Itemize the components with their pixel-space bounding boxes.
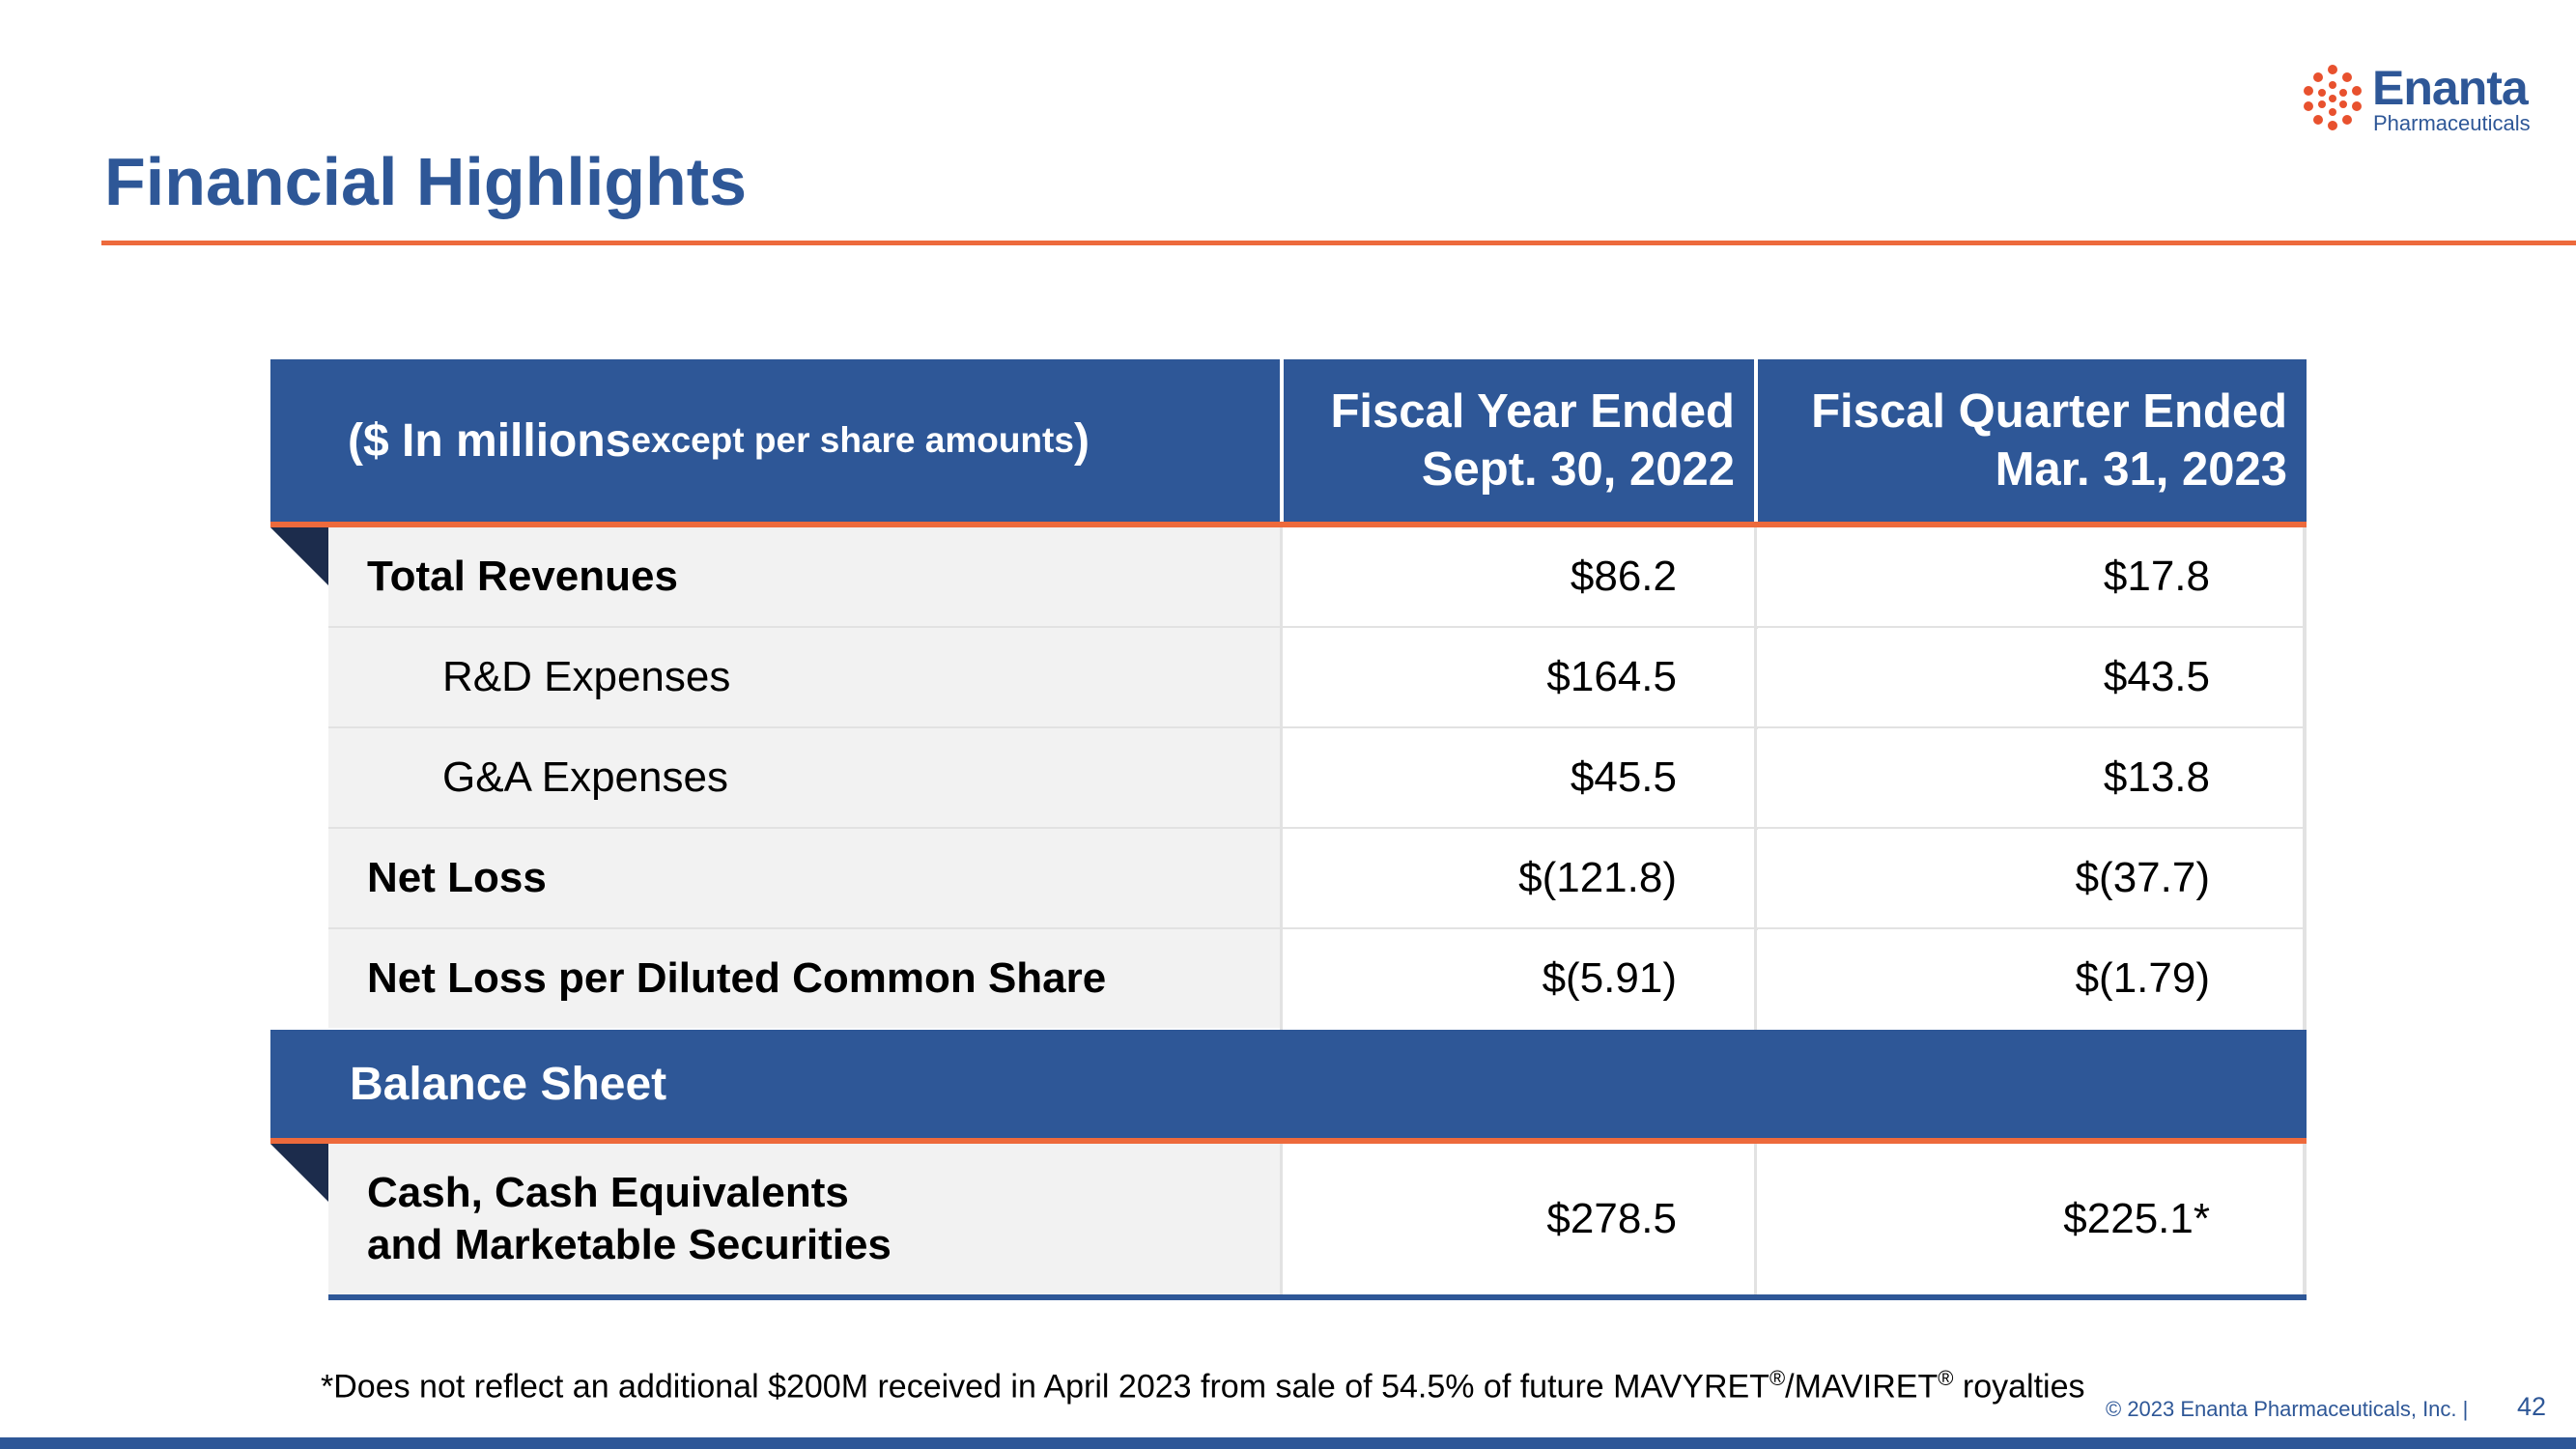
- row-value-fiscal-year: $278.5: [1283, 1144, 1754, 1294]
- col-divider: [1280, 527, 1283, 628]
- table-right-edge: [2303, 527, 2307, 1030]
- table-right-edge: [2303, 1144, 2307, 1296]
- col-divider: [1754, 1144, 1757, 1296]
- header-fiscal-quarter: Fiscal Quarter Ended Mar. 31, 2023: [1758, 359, 2307, 522]
- footnote-text-b: /MAVIRET: [1785, 1368, 1939, 1406]
- logo-subtitle: Pharmaceuticals: [2373, 111, 2531, 135]
- row-label: Cash, Cash Equivalents and Marketable Se…: [328, 1144, 1280, 1294]
- table-row-ga-expenses: G&A Expenses $45.5 $13.8: [328, 728, 2307, 830]
- header-units-qualifier: except per share amounts: [631, 420, 1074, 460]
- enanta-logo: Enanta Pharmaceuticals: [2303, 62, 2534, 135]
- header-units-main: ($ In millions: [348, 414, 632, 467]
- row-value-fiscal-year: $86.2: [1283, 527, 1754, 626]
- balance-orange-rule: [270, 1138, 2307, 1144]
- row-value-fiscal-quarter: $(37.7): [1758, 829, 2307, 927]
- header-units: ($ In millions except per share amounts): [270, 359, 1280, 522]
- col-divider: [1280, 929, 1283, 1030]
- row-value-fiscal-quarter: $13.8: [1758, 728, 2307, 827]
- header-orange-rule: [270, 522, 2307, 527]
- corner-notch: [270, 1144, 328, 1202]
- table-row-net-loss-per-share: Net Loss per Diluted Common Share $(5.91…: [328, 929, 2307, 1030]
- row-divider: [328, 726, 2307, 729]
- row-value-fiscal-quarter: $225.1*: [1758, 1144, 2307, 1294]
- table-row-total-revenues: Total Revenues $86.2 $17.8: [328, 527, 2307, 629]
- row-label: Net Loss: [328, 829, 1280, 927]
- enanta-molecule-icon: [2304, 65, 2362, 130]
- col-divider: [1280, 829, 1283, 929]
- row-value-fiscal-year: $164.5: [1283, 628, 1754, 726]
- header-fiscal-year-line1: Fiscal Year Ended: [1330, 385, 1735, 438]
- row-label: R&D Expenses: [328, 628, 1280, 726]
- title-underline: [101, 241, 2576, 245]
- footnote: *Does not reflect an additional $200M re…: [321, 1366, 2085, 1406]
- row-divider: [328, 827, 2307, 830]
- col-divider: [1280, 728, 1283, 829]
- col-divider: [1754, 527, 1757, 628]
- row-value-fiscal-quarter: $43.5: [1758, 628, 2307, 726]
- page-number: 42: [2517, 1392, 2547, 1421]
- registered-mark: ®: [1938, 1366, 1954, 1390]
- row-value-fiscal-quarter: $(1.79): [1758, 929, 2307, 1028]
- bottom-bar: [0, 1437, 2576, 1449]
- row-value-fiscal-quarter: $17.8: [1758, 527, 2307, 626]
- table-bottom-rule: [328, 1294, 2307, 1300]
- row-value-fiscal-year: $45.5: [1283, 728, 1754, 827]
- header-fiscal-year-line2: Sept. 30, 2022: [1421, 443, 1735, 496]
- row-label: Net Loss per Diluted Common Share: [328, 929, 1280, 1028]
- col-divider: [1754, 728, 1757, 829]
- header-divider: [1754, 359, 1758, 522]
- col-divider: [1754, 829, 1757, 929]
- table-row-rd-expenses: R&D Expenses $164.5 $43.5: [328, 628, 2307, 729]
- row-divider: [328, 927, 2307, 930]
- row-value-fiscal-year: $(121.8): [1283, 829, 1754, 927]
- header-divider: [1280, 359, 1284, 522]
- col-divider: [1754, 628, 1757, 728]
- footer-copyright: © 2023 Enanta Pharmaceuticals, Inc. |: [2106, 1397, 2469, 1421]
- table-row-net-loss: Net Loss $(121.8) $(37.7): [328, 829, 2307, 930]
- header-fiscal-quarter-line2: Mar. 31, 2023: [1995, 443, 2287, 496]
- table-row-cash: Cash, Cash Equivalents and Marketable Se…: [328, 1144, 2307, 1296]
- footnote-text-c: royalties: [1953, 1368, 2085, 1406]
- table-header: ($ In millions except per share amounts)…: [270, 359, 2307, 522]
- registered-mark: ®: [1769, 1366, 1786, 1390]
- logo-name: Enanta: [2372, 61, 2529, 115]
- slide-title: Financial Highlights: [104, 144, 748, 219]
- header-fiscal-quarter-line1: Fiscal Quarter Ended: [1811, 385, 2287, 438]
- row-label-line1: Cash, Cash Equivalents: [367, 1169, 849, 1216]
- row-divider: [328, 626, 2307, 629]
- header-units-close: ): [1073, 414, 1090, 467]
- balance-sheet-header: Balance Sheet: [270, 1030, 2307, 1138]
- row-value-fiscal-year: $(5.91): [1283, 929, 1754, 1028]
- row-label: Total Revenues: [328, 527, 1280, 626]
- corner-notch: [270, 527, 328, 585]
- col-divider: [1280, 628, 1283, 728]
- col-divider: [1280, 1144, 1283, 1296]
- row-label: G&A Expenses: [328, 728, 1280, 827]
- col-divider: [1754, 929, 1757, 1030]
- footnote-text-a: *Does not reflect an additional $200M re…: [321, 1368, 1769, 1406]
- header-fiscal-year: Fiscal Year Ended Sept. 30, 2022: [1283, 359, 1754, 522]
- row-label-line2: and Marketable Securities: [367, 1221, 892, 1268]
